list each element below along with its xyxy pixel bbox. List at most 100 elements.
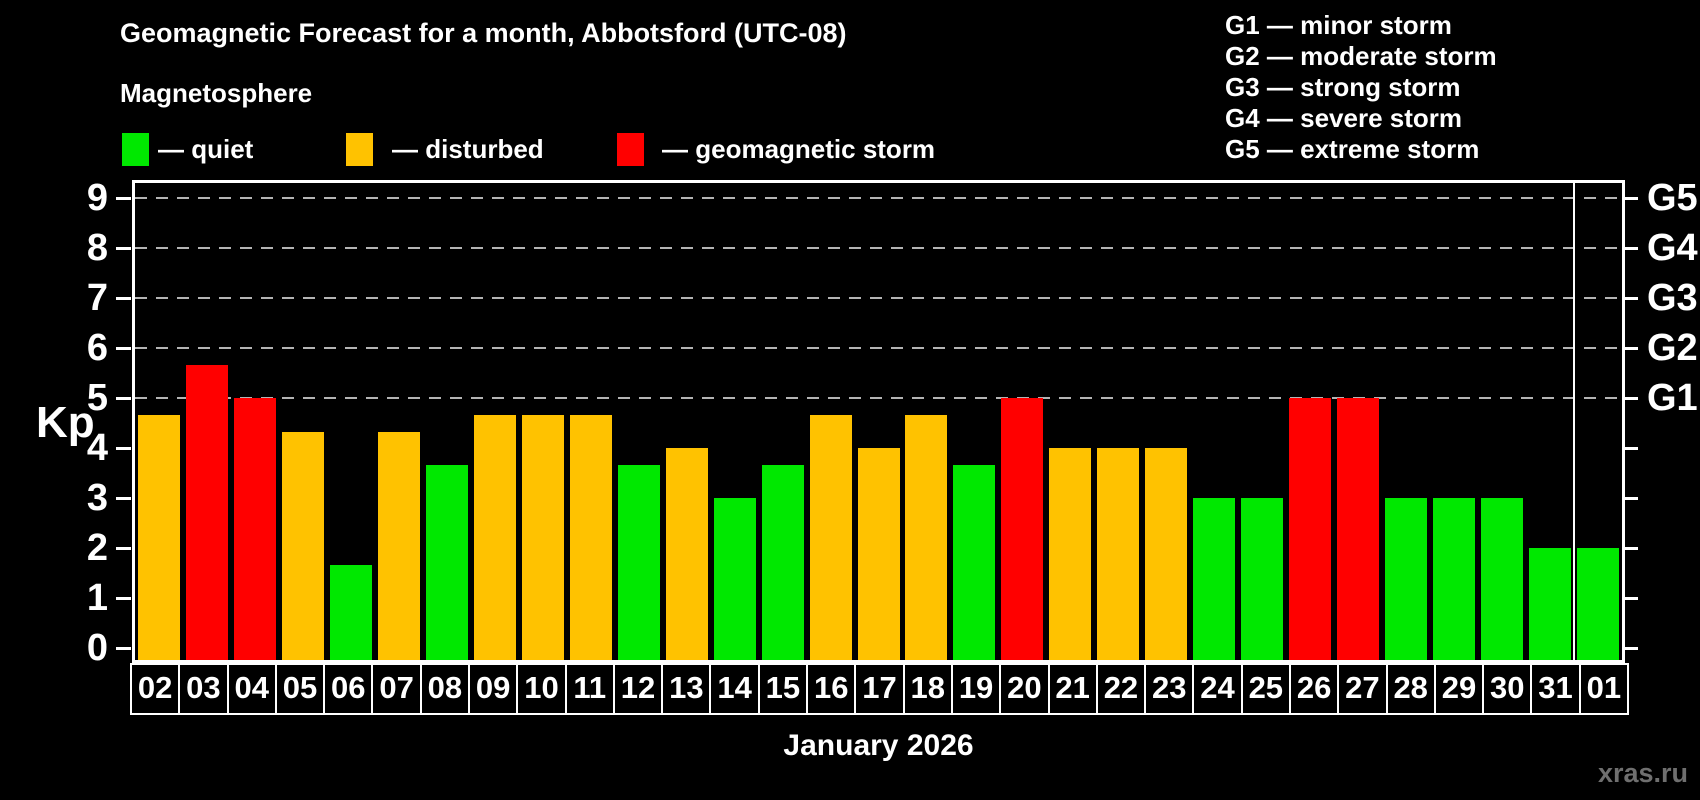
day-label-27: 27 (1337, 663, 1388, 715)
day-label-22: 22 (1095, 663, 1147, 715)
day-label-08: 08 (419, 663, 471, 715)
g-legend-line-g5: G5 — extreme storm (1225, 134, 1480, 164)
day-label-28: 28 (1385, 663, 1436, 715)
y-tick-8 (116, 247, 131, 250)
bar-day-22 (1097, 448, 1140, 660)
bar-day-13 (665, 448, 708, 660)
day-label-20: 20 (999, 663, 1050, 715)
bar-day-06 (329, 564, 372, 660)
bar-day-07 (377, 431, 420, 660)
bar-day-04 (233, 398, 276, 660)
day-label-16: 16 (806, 663, 857, 715)
bar-day-27 (1337, 398, 1380, 660)
day-label-19: 19 (950, 663, 1002, 715)
bar-day-08 (425, 464, 468, 660)
day-label-17: 17 (854, 663, 905, 715)
day-label-29: 29 (1433, 663, 1485, 715)
bar-day-19 (953, 464, 996, 660)
g-axis-label-g2: G2 (1647, 327, 1698, 369)
day-label-25: 25 (1240, 663, 1291, 715)
day-label-02: 02 (130, 663, 181, 715)
day-label-13: 13 (661, 663, 712, 715)
bar-day-24 (1193, 498, 1236, 660)
month-separator-line (1573, 183, 1576, 660)
bar-day-12 (617, 464, 660, 660)
g-tick-4 (1623, 447, 1638, 450)
bar-day-02 (137, 414, 180, 660)
bar-day-23 (1145, 448, 1188, 660)
y-tick-label-2: 2 (86, 527, 108, 569)
bar-day-16 (809, 414, 852, 660)
bar-day-28 (1385, 498, 1428, 660)
g-axis-label-g3: G3 (1647, 277, 1698, 319)
legend-swatch-storm (617, 133, 644, 166)
bar-day-18 (905, 414, 948, 660)
day-label-09: 09 (468, 663, 519, 715)
y-tick-label-5: 5 (86, 377, 108, 419)
g-axis-label-g4: G4 (1647, 227, 1698, 269)
legend-label-storm: — geomagnetic storm (662, 134, 936, 164)
magnetosphere-label: Magnetosphere (120, 78, 313, 108)
bar-day-29 (1433, 498, 1476, 660)
day-label-12: 12 (612, 663, 664, 715)
gridline-kp-7 (135, 297, 1622, 299)
gridline-kp-5 (135, 397, 1622, 399)
y-tick-7 (116, 297, 131, 300)
g-tick-7 (1623, 297, 1638, 300)
chart-title: Geomagnetic Forecast for a month, Abbots… (120, 18, 847, 48)
gridline-kp-6 (135, 347, 1622, 349)
y-tick-label-7: 7 (86, 277, 108, 319)
day-label-26: 26 (1288, 663, 1340, 715)
g-legend-line-g1: G1 — minor storm (1225, 10, 1452, 40)
g-legend-line-g4: G4 — severe storm (1225, 103, 1463, 133)
legend-swatch-quiet (122, 133, 149, 166)
y-tick-label-1: 1 (86, 577, 108, 619)
day-label-23: 23 (1144, 663, 1195, 715)
y-tick-label-3: 3 (86, 477, 108, 519)
bar-day-09 (473, 414, 516, 660)
watermark: xras.ru (1597, 758, 1688, 788)
day-label-04: 04 (226, 663, 277, 715)
day-label-10: 10 (516, 663, 567, 715)
y-tick-1 (116, 597, 131, 600)
bar-day-17 (857, 448, 900, 660)
day-label-15: 15 (757, 663, 809, 715)
legend-label-disturbed: — disturbed (392, 134, 544, 164)
g-tick-2 (1623, 547, 1638, 550)
y-tick-label-8: 8 (86, 227, 108, 269)
day-label-03: 03 (178, 663, 229, 715)
bar-day-21 (1049, 448, 1092, 660)
g-tick-1 (1623, 597, 1638, 600)
bar-day-30 (1481, 498, 1524, 660)
day-label-30: 30 (1482, 663, 1533, 715)
gridline-kp-9 (135, 197, 1622, 199)
g-legend-line-g2: G2 — moderate storm (1225, 41, 1497, 71)
day-label-05: 05 (274, 663, 326, 715)
g-tick-6 (1623, 347, 1638, 350)
day-label-11: 11 (564, 663, 615, 715)
g-axis-label-g5: G5 (1647, 177, 1698, 219)
bar-day-31 (1529, 548, 1572, 660)
day-label-18: 18 (902, 663, 953, 715)
g-tick-0 (1623, 647, 1638, 650)
y-axis-title: Kp (36, 398, 95, 447)
legend-swatch-disturbed (346, 133, 373, 166)
g-tick-3 (1623, 497, 1638, 500)
day-label-01: 01 (1578, 663, 1629, 715)
g-axis-label-g1: G1 (1647, 377, 1698, 419)
bar-day-15 (761, 464, 804, 660)
y-tick-4 (116, 447, 131, 450)
y-tick-label-4: 4 (86, 427, 108, 469)
day-label-21: 21 (1047, 663, 1098, 715)
bar-day-14 (713, 498, 756, 660)
legend-label-quiet: — quiet (158, 134, 254, 164)
gridline-kp-8 (135, 247, 1622, 249)
g-tick-8 (1623, 247, 1638, 250)
day-label-24: 24 (1192, 663, 1243, 715)
bar-day-01 (1577, 548, 1620, 660)
y-tick-5 (116, 397, 131, 400)
y-tick-6 (116, 347, 131, 350)
y-tick-label-9: 9 (86, 177, 108, 219)
g-scale-legend: G1 — minor storm G2 — moderate storm G3 … (1225, 10, 1497, 165)
